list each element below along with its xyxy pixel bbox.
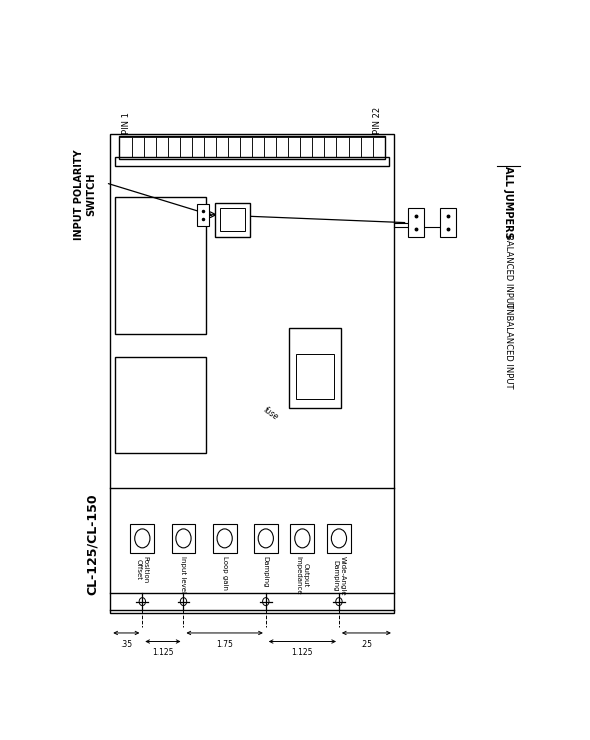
Bar: [276, 137, 289, 157]
Bar: [192, 137, 204, 157]
Bar: [324, 137, 336, 157]
Bar: [132, 137, 143, 157]
Bar: [115, 157, 389, 166]
Bar: [254, 524, 278, 554]
Text: .25: .25: [360, 640, 372, 649]
Text: Input level: Input level: [181, 556, 186, 593]
Bar: [204, 137, 216, 157]
Bar: [264, 137, 276, 157]
Bar: [296, 354, 335, 400]
Bar: [300, 137, 312, 157]
Bar: [220, 209, 245, 231]
Bar: [290, 524, 314, 554]
Text: Wide-Angle
Damping: Wide-Angle Damping: [332, 556, 346, 596]
Bar: [360, 137, 373, 157]
Bar: [130, 524, 154, 554]
Text: 1.125: 1.125: [152, 648, 173, 657]
Bar: [216, 137, 228, 157]
Text: CL-125/CL-150: CL-125/CL-150: [86, 494, 99, 596]
Bar: [240, 137, 252, 157]
Bar: [312, 137, 324, 157]
Text: Position
Offset: Position Offset: [136, 556, 149, 583]
Bar: [156, 137, 168, 157]
Text: INPUT POLARITY
SWITCH: INPUT POLARITY SWITCH: [74, 149, 96, 240]
Bar: [168, 137, 180, 157]
Text: K: K: [244, 225, 249, 234]
Bar: [327, 524, 351, 554]
Bar: [115, 197, 206, 334]
Text: Output
Impedance: Output Impedance: [296, 556, 309, 595]
Text: fuse: fuse: [261, 405, 280, 422]
Text: .35: .35: [120, 640, 132, 649]
Bar: [197, 204, 209, 226]
Text: 1.125: 1.125: [291, 648, 313, 657]
Bar: [373, 137, 385, 157]
Text: Damping: Damping: [263, 556, 269, 588]
Text: BALANCED INPUT: BALANCED INPUT: [504, 234, 513, 308]
Bar: [119, 135, 385, 159]
Bar: [252, 137, 264, 157]
Text: 1.75: 1.75: [216, 640, 233, 649]
Bar: [115, 357, 206, 454]
Text: Loop gain: Loop gain: [222, 556, 228, 590]
Text: PIN 22: PIN 22: [373, 107, 382, 135]
Bar: [213, 524, 237, 554]
Bar: [228, 137, 240, 157]
Text: 1.5A: 1.5A: [310, 367, 319, 386]
Bar: [408, 209, 424, 237]
Text: PIN 1: PIN 1: [122, 112, 131, 135]
Bar: [215, 203, 250, 237]
Bar: [440, 209, 455, 237]
Text: UNBALANCED INPUT: UNBALANCED INPUT: [504, 302, 513, 388]
Text: M: M: [217, 225, 223, 234]
Bar: [110, 135, 394, 613]
Bar: [336, 137, 349, 157]
Bar: [289, 328, 341, 408]
Text: ALL JUMPERS: ALL JUMPERS: [503, 166, 513, 239]
Bar: [349, 137, 360, 157]
Bar: [180, 137, 192, 157]
Bar: [289, 137, 300, 157]
Bar: [119, 137, 132, 157]
Bar: [172, 524, 195, 554]
Bar: [143, 137, 156, 157]
